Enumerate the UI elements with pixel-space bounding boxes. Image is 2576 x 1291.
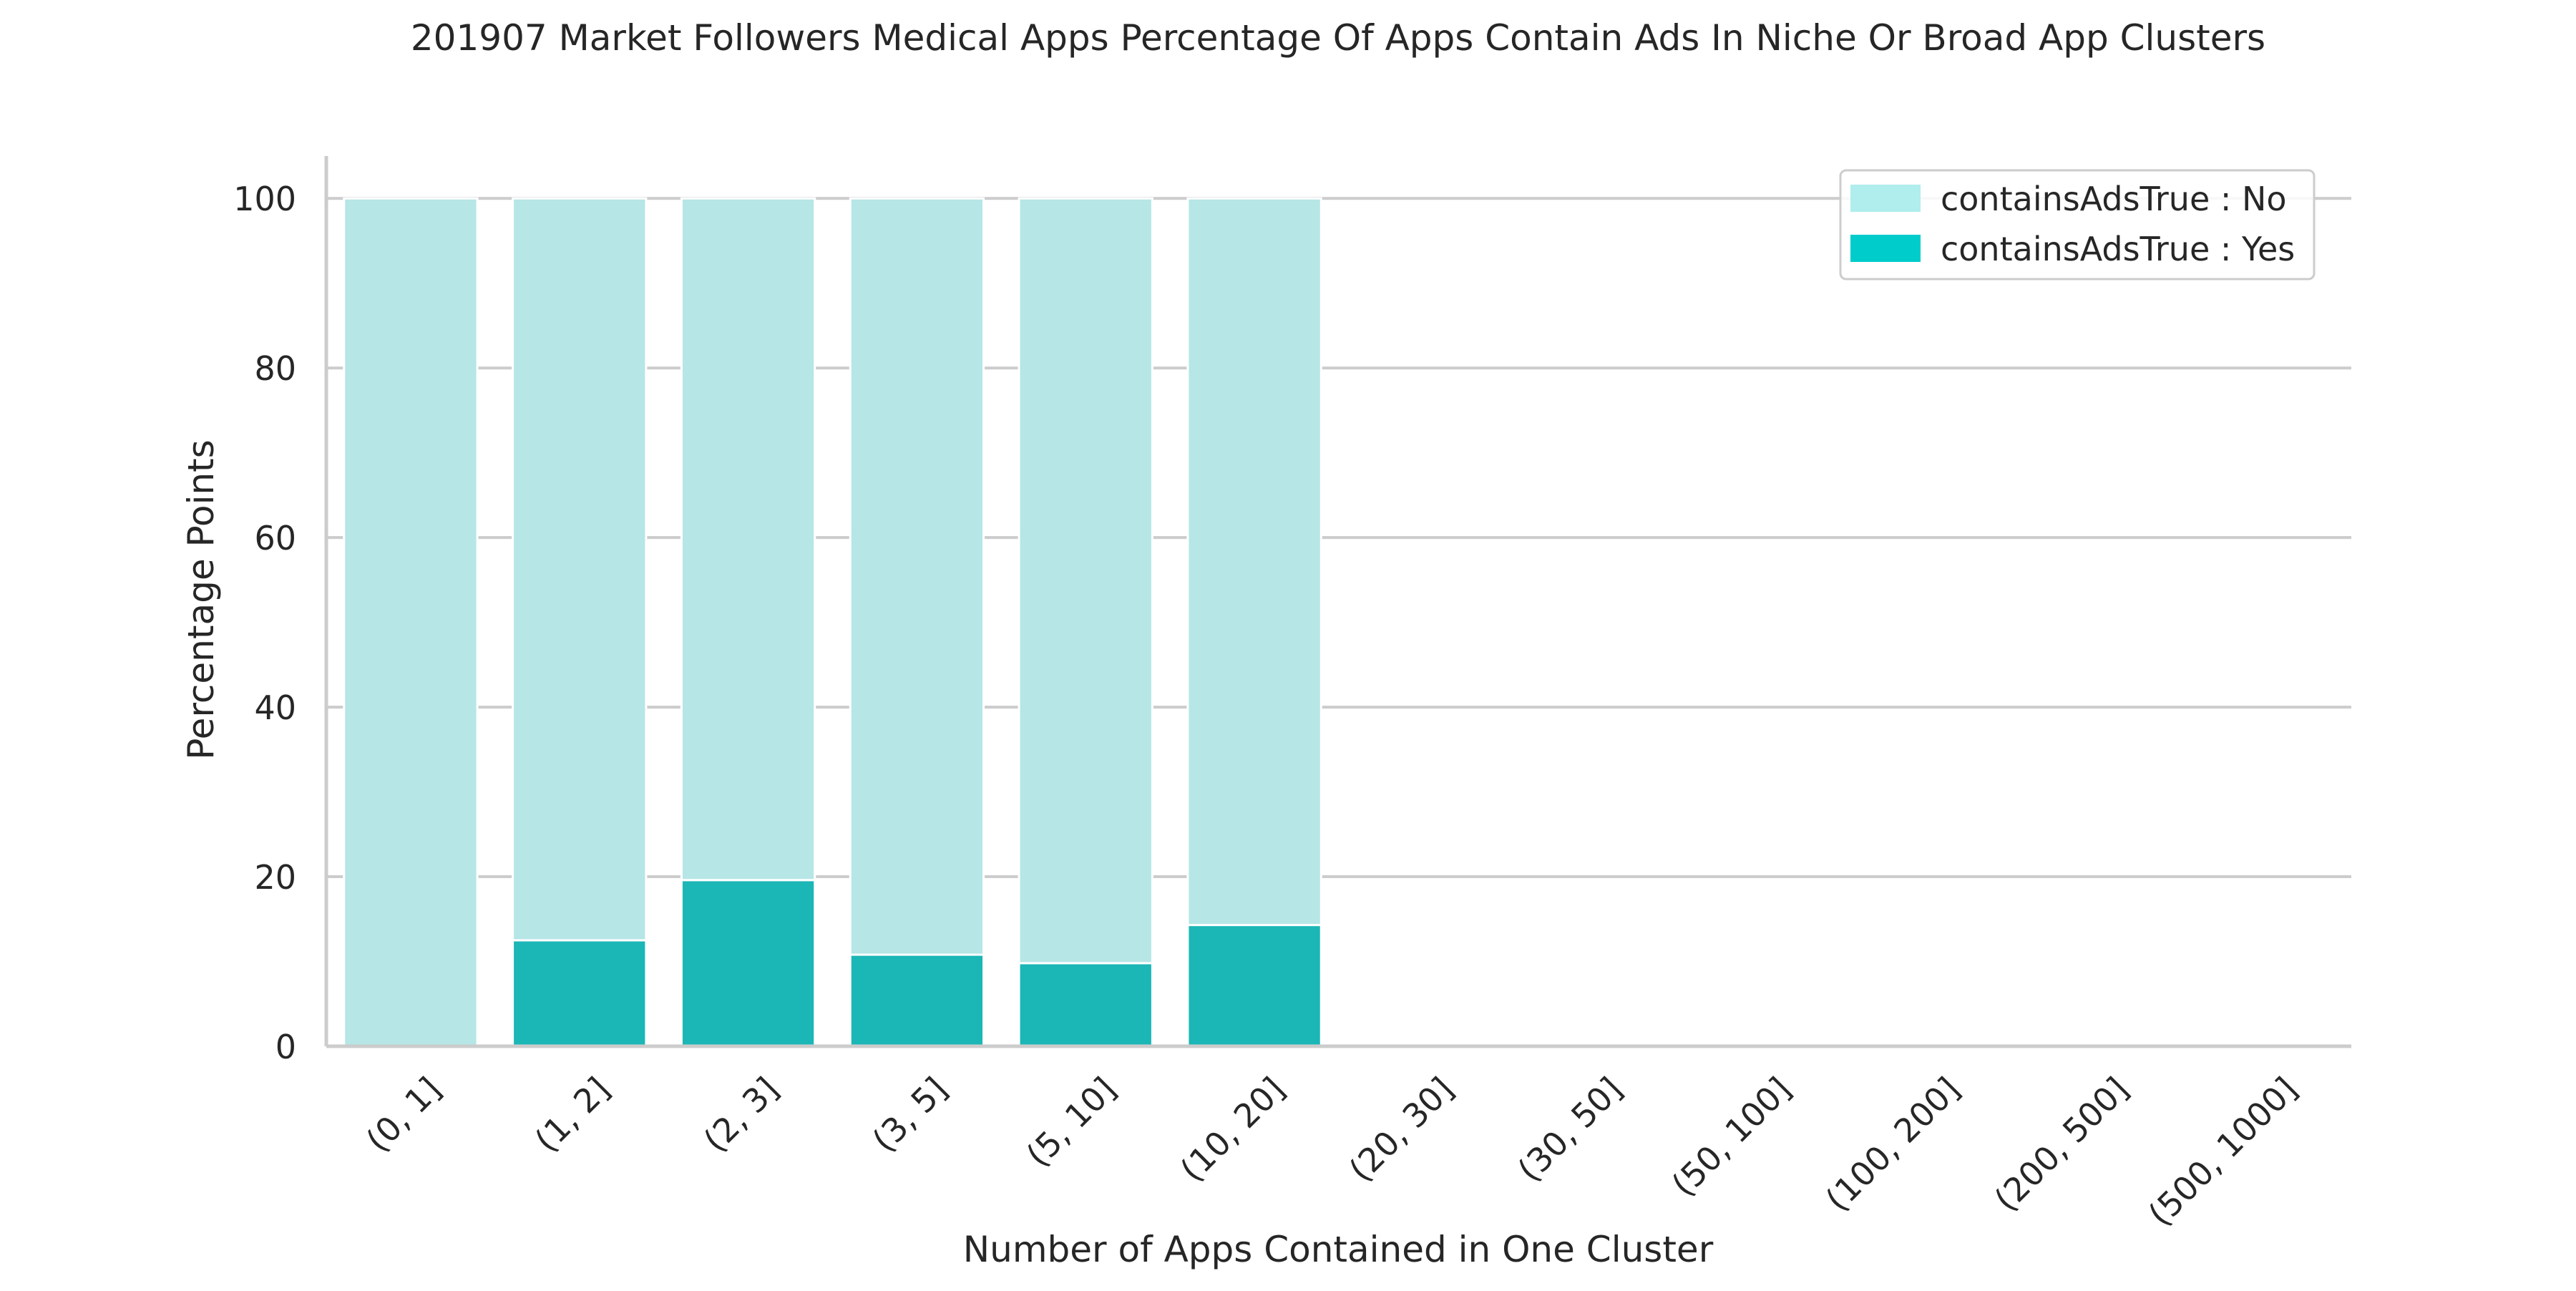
legend-swatch <box>1850 235 1921 262</box>
x-tick-label: (3, 5] <box>865 1070 955 1160</box>
x-tick-label: (200, 500] <box>1987 1070 2136 1219</box>
y-tick-label: 0 <box>275 1028 296 1066</box>
legend-label: containsAdsTrue : No <box>1941 180 2287 218</box>
bar-segment <box>1018 197 1153 965</box>
bars <box>343 197 1322 1048</box>
axes <box>324 156 2351 1048</box>
bar-segment <box>849 197 985 956</box>
bar-segment <box>680 197 816 882</box>
legend-swatch <box>1850 185 1921 212</box>
bar-segment <box>343 197 479 1048</box>
x-tick-label: (1, 2] <box>527 1070 618 1160</box>
x-tick-label: (10, 20] <box>1173 1070 1292 1189</box>
y-tick-label: 60 <box>254 519 296 557</box>
bar-segment <box>680 879 816 1048</box>
x-tick-label: (500, 1000] <box>2141 1070 2305 1234</box>
bar-segment <box>512 197 648 942</box>
y-tick-label: 20 <box>254 858 296 897</box>
x-axis-label: Number of Apps Contained in One Cluster <box>963 1229 1714 1270</box>
x-tick-label: (5, 10] <box>1019 1070 1123 1174</box>
bar-segment <box>1018 962 1153 1048</box>
x-tick-label: (0, 1] <box>358 1070 449 1160</box>
x-tick-label: (100, 200] <box>1818 1070 1967 1219</box>
bar-segment <box>512 939 648 1048</box>
legend-label: containsAdsTrue : Yes <box>1941 230 2295 268</box>
chart-title: 201907 Market Followers Medical Apps Per… <box>411 17 2265 59</box>
legend: containsAdsTrue : No containsAdsTrue : Ye… <box>1839 169 2316 281</box>
y-tick-label: 80 <box>254 349 296 388</box>
grid-lines <box>326 197 2351 879</box>
bar-segment <box>849 953 985 1048</box>
x-tick-label: (2, 3] <box>696 1070 786 1160</box>
bar-segment <box>1186 924 1322 1048</box>
legend-box <box>1839 169 2316 281</box>
x-tick-label: (50, 100] <box>1664 1070 1799 1204</box>
y-tick-label: 100 <box>233 180 296 218</box>
y-tick-label: 40 <box>254 688 296 727</box>
x-tick-label: (30, 50] <box>1511 1070 1630 1189</box>
x-tick-label: (20, 30] <box>1342 1070 1461 1189</box>
bar-segment <box>1186 197 1322 927</box>
y-axis-label: Percentage Points <box>180 439 222 759</box>
